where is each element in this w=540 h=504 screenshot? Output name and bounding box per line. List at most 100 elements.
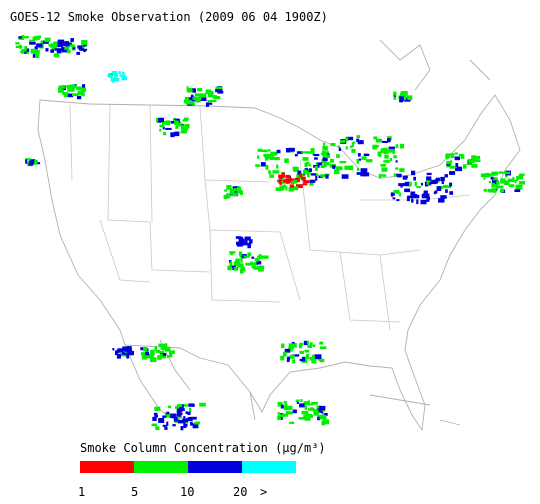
- smoke-patch: [508, 184, 515, 187]
- smoke-patch: [469, 162, 473, 166]
- smoke-patch: [373, 136, 378, 140]
- smoke-patch: [302, 157, 309, 161]
- smoke-patch: [303, 169, 307, 175]
- smoke-patch: [169, 350, 175, 354]
- smoke-patch: [199, 93, 207, 98]
- smoke-patch: [321, 420, 326, 426]
- smoke-patch: [76, 86, 82, 91]
- smoke-patch: [230, 190, 234, 195]
- smoke-patch: [492, 171, 498, 176]
- smoke-patch: [392, 197, 396, 200]
- smoke-patch: [153, 412, 158, 416]
- smoke-patch: [285, 174, 291, 179]
- smoke-patch: [397, 175, 402, 178]
- smoke-patch: [233, 261, 238, 266]
- smoke-patch: [283, 179, 287, 183]
- smoke-patch: [420, 182, 423, 186]
- smoke-patch: [393, 91, 397, 96]
- smoke-patch: [15, 45, 22, 49]
- smoke-patch: [340, 139, 346, 143]
- smoke-patch: [294, 343, 297, 348]
- smoke-patch: [307, 400, 311, 406]
- smoke-patch: [61, 85, 66, 89]
- smoke-patch: [315, 175, 318, 181]
- smoke-patch: [112, 348, 115, 351]
- smoke-patch: [326, 161, 330, 166]
- smoke-patch: [71, 38, 74, 42]
- smoke-patch: [313, 153, 320, 157]
- smoke-patch: [113, 73, 118, 77]
- smoke-patch: [290, 181, 295, 184]
- smoke-patch: [382, 140, 388, 143]
- smoke-patch: [80, 48, 88, 51]
- smoke-patch: [41, 40, 49, 44]
- smoke-patch: [40, 40, 43, 45]
- smoke-patch: [277, 415, 282, 421]
- smoke-patch: [250, 261, 253, 265]
- smoke-patch: [317, 416, 321, 421]
- smoke-patch: [426, 176, 432, 181]
- smoke-patch: [293, 179, 298, 184]
- smoke-patch: [24, 51, 27, 54]
- smoke-patch: [299, 173, 302, 178]
- smoke-patch: [306, 340, 309, 344]
- smoke-patch: [166, 411, 170, 414]
- smoke-patch: [157, 355, 162, 360]
- smoke-patch: [206, 102, 213, 105]
- smoke-patch: [310, 173, 316, 176]
- smoke-patch: [390, 192, 394, 197]
- smoke-patch: [82, 44, 87, 47]
- smoke-patch: [226, 185, 232, 189]
- smoke-patch: [345, 146, 348, 150]
- smoke-patch: [280, 355, 285, 361]
- smoke-patch: [184, 117, 189, 121]
- smoke-patch: [473, 155, 481, 159]
- smoke-patch: [319, 341, 324, 345]
- smoke-patch: [64, 46, 70, 50]
- smoke-patch: [396, 199, 400, 202]
- smoke-patch: [277, 401, 283, 407]
- smoke-patch: [302, 183, 308, 186]
- smoke-patch: [229, 265, 236, 268]
- smoke-patch: [236, 242, 243, 247]
- smoke-patch: [224, 194, 230, 198]
- smoke-patch: [248, 242, 252, 245]
- smoke-patch: [109, 73, 113, 76]
- smoke-patch: [154, 414, 158, 418]
- smoke-patch: [145, 351, 149, 356]
- smoke-patch: [498, 171, 504, 174]
- smoke-patch: [284, 405, 291, 411]
- smoke-patch: [480, 173, 488, 178]
- smoke-patch: [177, 419, 184, 424]
- smoke-patch: [77, 90, 84, 95]
- smoke-patch: [66, 85, 70, 88]
- smoke-patch: [275, 187, 282, 191]
- smoke-patch: [440, 176, 445, 182]
- smoke-patch: [441, 181, 444, 184]
- smoke-patch: [140, 352, 146, 356]
- smoke-patch: [257, 265, 265, 270]
- smoke-patch: [316, 405, 321, 409]
- smoke-patch: [381, 147, 388, 153]
- smoke-patch: [309, 179, 316, 183]
- smoke-patch: [192, 97, 197, 100]
- smoke-patch: [426, 172, 432, 176]
- smoke-patch: [160, 354, 163, 358]
- smoke-patch: [403, 96, 407, 101]
- smoke-patch: [403, 98, 411, 102]
- smoke-patch: [416, 199, 419, 205]
- smoke-patch: [121, 351, 125, 355]
- smoke-patch: [384, 155, 389, 159]
- legend-label: 1: [78, 485, 85, 499]
- smoke-patch: [308, 408, 315, 411]
- smoke-patch: [194, 421, 201, 425]
- smoke-patch: [373, 144, 379, 148]
- smoke-patch: [185, 100, 190, 105]
- smoke-patch: [496, 180, 500, 185]
- smoke-patch: [345, 137, 349, 142]
- smoke-patch: [454, 156, 460, 161]
- smoke-patch: [26, 50, 29, 55]
- smoke-patch: [77, 45, 83, 49]
- smoke-patch: [289, 421, 295, 424]
- smoke-patch: [320, 165, 325, 168]
